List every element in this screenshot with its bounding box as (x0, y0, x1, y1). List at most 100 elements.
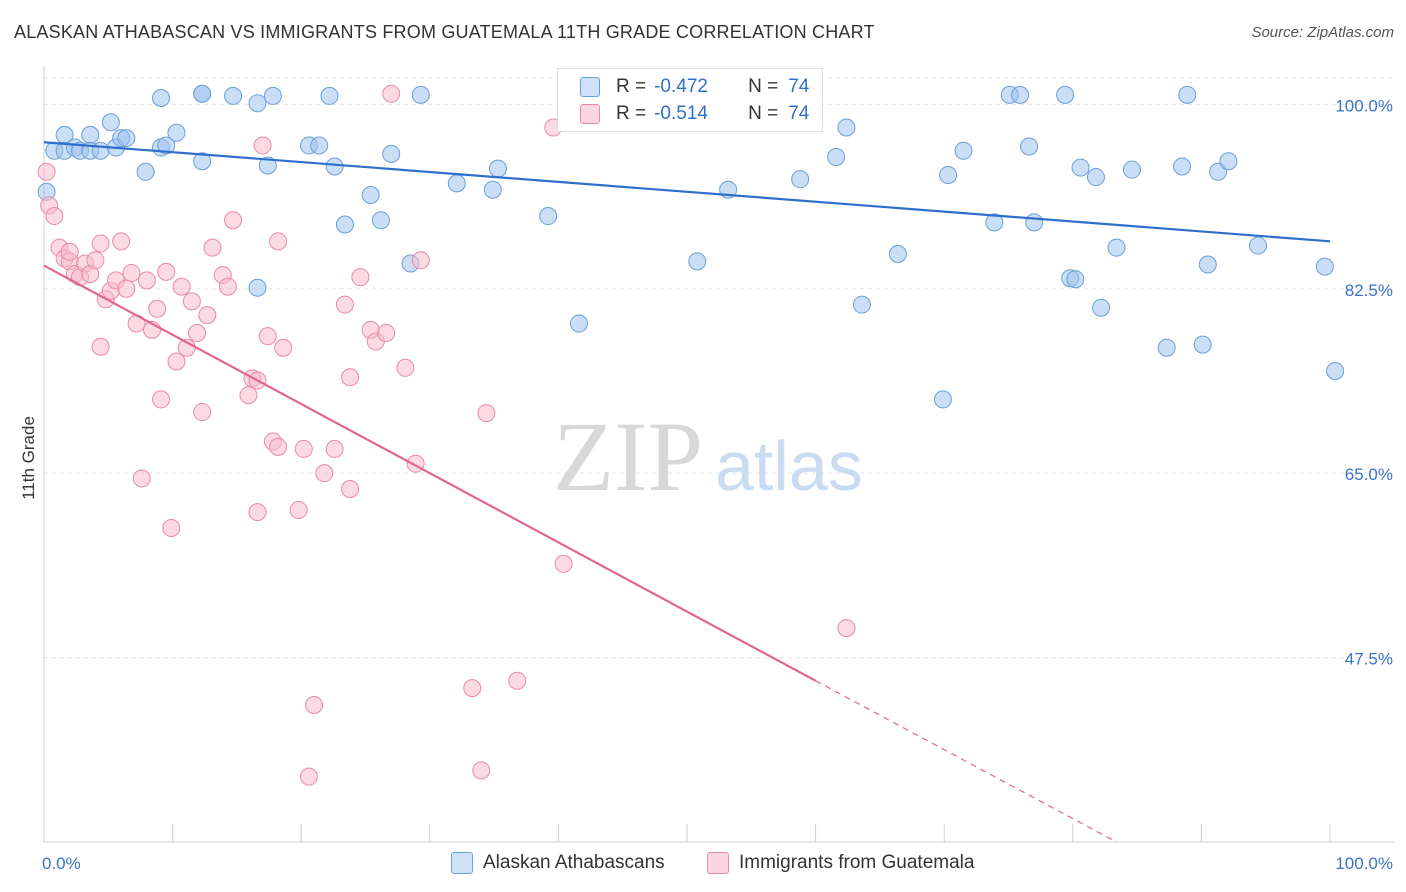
athabascan-point (1025, 213, 1044, 232)
guatemala-point (411, 251, 430, 270)
guatemala-point (239, 386, 258, 405)
athabascan-point (81, 125, 100, 144)
guatemala-point (91, 234, 110, 253)
athabascan-point (447, 174, 466, 193)
guatemala-point (341, 479, 360, 498)
watermark: ZIP atlas (553, 401, 863, 512)
athabascan-point (382, 144, 401, 163)
athabascan-trend-line (43, 141, 1331, 243)
guatemala-point (162, 518, 181, 537)
x-tick-label: 0.0% (42, 854, 81, 873)
athabascan-point (136, 162, 155, 181)
stats-legend: R = -0.472 N = 74 R = -0.514 N = 74 (557, 68, 823, 132)
stats-r-label: R = (616, 103, 647, 124)
guatemala-trend-line (43, 264, 817, 682)
stats-n-value: 74 (788, 103, 810, 124)
guatemala-point (112, 232, 131, 251)
guatemala-point (472, 761, 491, 780)
trend-lines (43, 141, 1331, 843)
athabascan-point (1248, 236, 1267, 255)
guatemala-trend-extension (815, 680, 1117, 843)
guatemala-point (351, 268, 370, 287)
guatemala-point (167, 352, 186, 371)
guatemala-point (60, 242, 79, 261)
guatemala-point (382, 84, 401, 103)
guatemala-point (396, 358, 415, 377)
athabascan-point (193, 152, 212, 171)
stats-swatch-guatemala (580, 104, 600, 124)
athabascan-point (1020, 137, 1039, 156)
guatemala-point (198, 306, 217, 325)
y-tick-label: 82.5% (1345, 281, 1393, 300)
stats-n-value: 74 (788, 76, 810, 97)
guatemala-point (248, 503, 267, 522)
athabascan-point (1315, 257, 1334, 276)
guatemala-point (117, 279, 136, 298)
athabascan-point (152, 89, 171, 108)
athabascan-point (1107, 238, 1126, 257)
guatemala-point (122, 263, 141, 282)
athabascan-point (263, 86, 282, 105)
guatemala-point (477, 404, 496, 423)
chart-title: ALASKAN ATHABASCAN VS IMMIGRANTS FROM GU… (14, 22, 875, 42)
athabascan-point (411, 85, 430, 104)
stats-r-value: -0.472 (654, 76, 708, 97)
athabascan-point (569, 314, 588, 333)
athabascan-point (1092, 298, 1111, 317)
legend-item-guatemala: Immigrants from Guatemala (707, 852, 974, 874)
athabascan-point (483, 180, 502, 199)
guatemala-point (152, 390, 171, 409)
athabascan-point (320, 86, 339, 105)
guatemala-point (315, 464, 334, 483)
guatemala-point (269, 437, 288, 456)
athabascan-point (1198, 255, 1217, 274)
guatemala-point (137, 271, 156, 290)
athabascan-point (193, 84, 212, 103)
athabascan-point (1071, 158, 1090, 177)
athabascan-point (1122, 160, 1141, 179)
athabascan-point (985, 213, 1004, 232)
athabascan-point (258, 156, 277, 175)
legend-label-athabascans: Alaskan Athabascans (483, 852, 665, 873)
athabascan-point (248, 94, 267, 113)
athabascan-point (335, 215, 354, 234)
guatemala-point (508, 671, 527, 690)
guatemala-point (325, 439, 344, 458)
watermark-zip: ZIP (553, 401, 703, 512)
guatemala-point (269, 232, 288, 251)
stats-row-guatemala: R = -0.514 N = 74 (580, 103, 809, 125)
source-label: Source: ZipAtlas.com (1251, 24, 1394, 41)
athabascan-point (1011, 85, 1030, 104)
athabascan-point (1173, 157, 1192, 176)
athabascan-point (827, 148, 846, 167)
guatemala-point (377, 324, 396, 343)
athabascan-point (224, 86, 243, 105)
guatemala-point (837, 619, 856, 638)
guatemala-point (224, 211, 243, 230)
guatemala-point (193, 403, 212, 422)
guatemala-point (218, 277, 237, 296)
guatemala-point (172, 277, 191, 296)
guatemala-point (554, 554, 573, 573)
athabascan-point (1219, 152, 1238, 171)
guatemala-point (188, 324, 207, 343)
athabascan-point (939, 165, 958, 184)
y-tick-label: 100.0% (1335, 96, 1393, 115)
legend-swatch-athabascans (451, 852, 473, 874)
athabascan-point (157, 136, 176, 155)
guatemala-point (294, 439, 313, 458)
athabascan-point (1178, 85, 1197, 104)
guatemala-point (91, 337, 110, 356)
athabascan-point (933, 390, 952, 409)
legend-swatch-guatemala (707, 852, 729, 874)
athabascan-point (688, 252, 707, 271)
guatemala-point (182, 292, 201, 311)
stats-n-label: N = (748, 76, 779, 97)
guatemala-point (305, 696, 324, 715)
guatemala-point (45, 207, 64, 226)
athabascan-point (361, 185, 380, 204)
athabascan-point (91, 141, 110, 160)
gridlines (44, 77, 1394, 659)
guatemala-point (463, 679, 482, 698)
legend-item-athabascans: Alaskan Athabascans (451, 852, 665, 874)
